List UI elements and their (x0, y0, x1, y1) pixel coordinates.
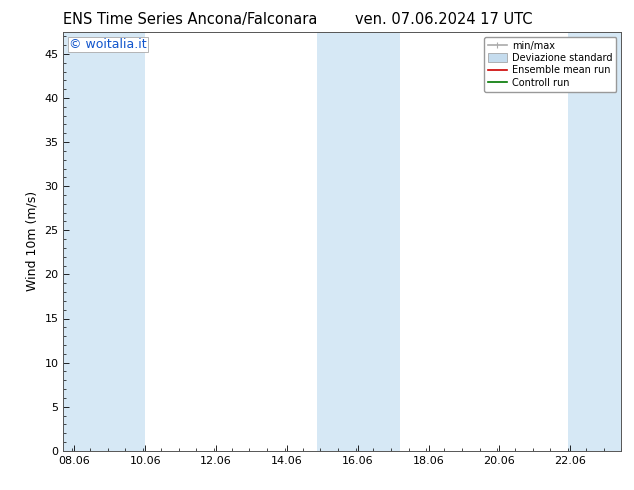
Text: ven. 07.06.2024 17 UTC: ven. 07.06.2024 17 UTC (355, 12, 533, 27)
Text: ENS Time Series Ancona/Falconara: ENS Time Series Ancona/Falconara (63, 12, 318, 27)
Legend: min/max, Deviazione standard, Ensemble mean run, Controll run: min/max, Deviazione standard, Ensemble m… (484, 37, 616, 92)
Bar (63, 32, 145, 451)
Bar (318, 32, 400, 451)
Bar (568, 32, 621, 451)
Text: © woitalia.it: © woitalia.it (69, 38, 146, 51)
Y-axis label: Wind 10m (m/s): Wind 10m (m/s) (26, 191, 39, 292)
